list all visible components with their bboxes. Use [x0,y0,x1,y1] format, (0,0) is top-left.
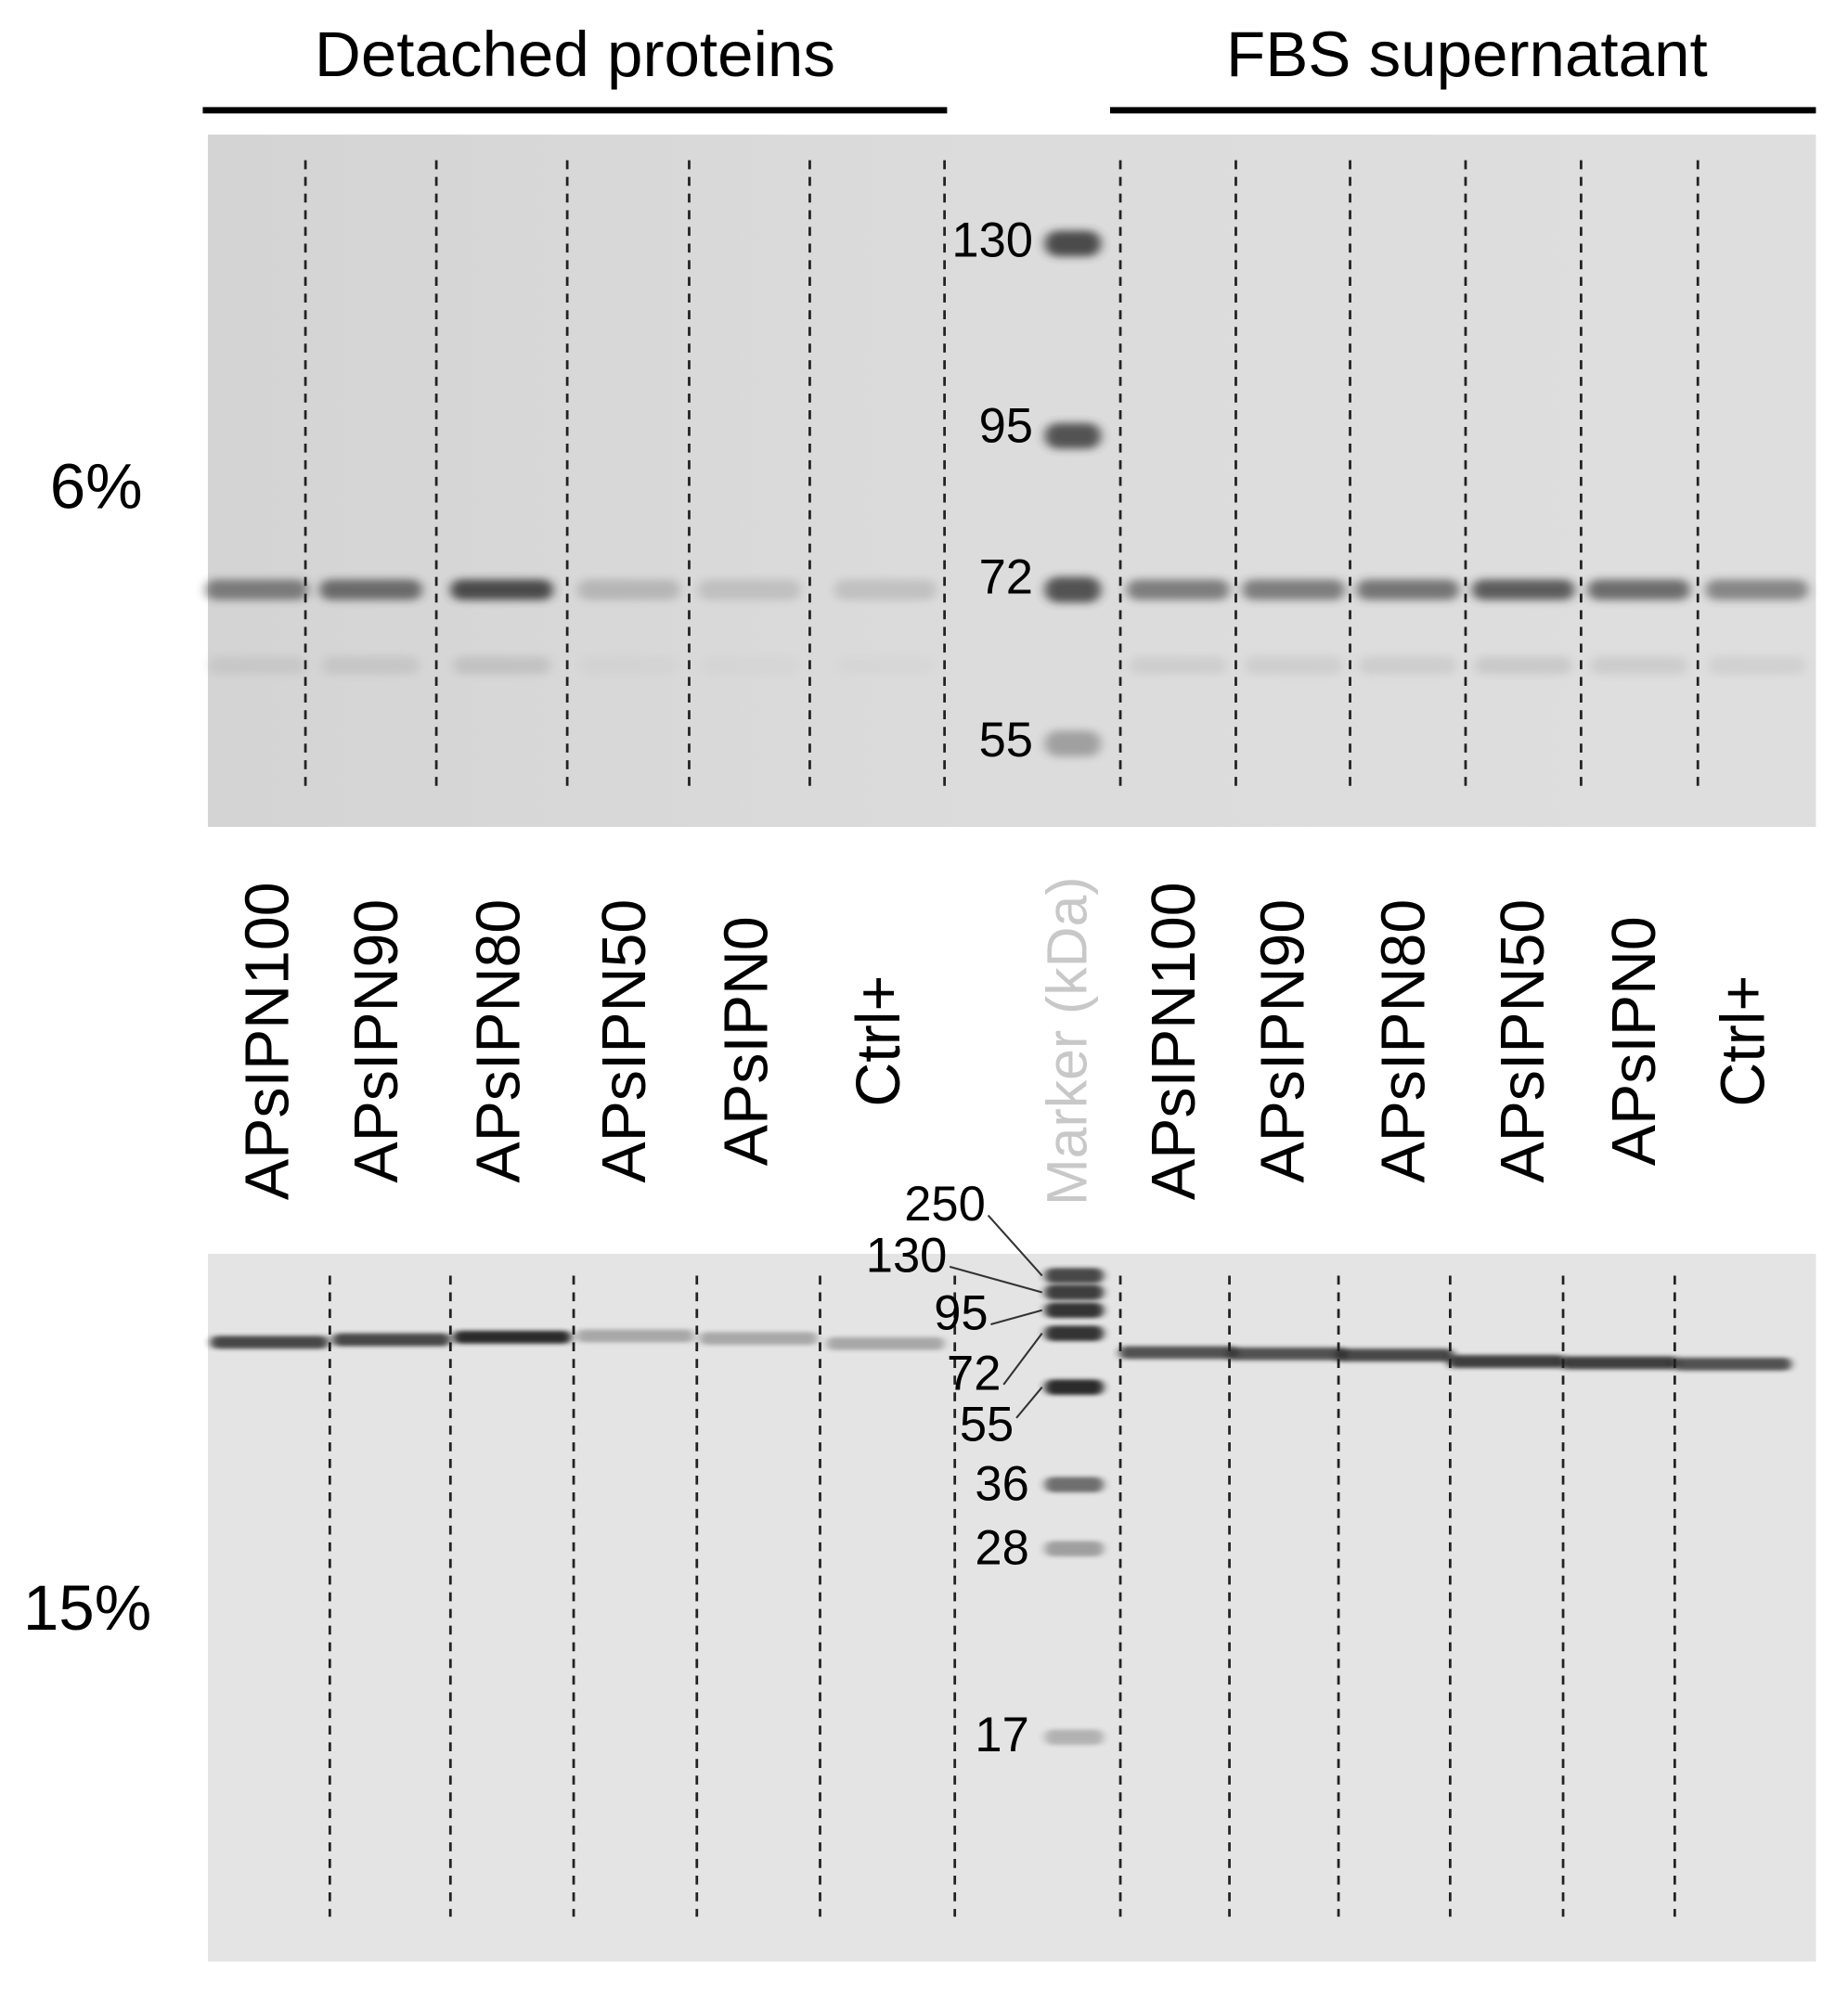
lane-label: APsIPN80 [1369,899,1438,1183]
marker-band [1044,1268,1105,1284]
band [322,656,420,675]
marker-band [1044,1325,1105,1341]
leader-line [1002,1333,1043,1386]
band [1245,656,1343,675]
gel-content [205,160,1809,1917]
marker-band [1044,1284,1105,1300]
marker-label: 72 [947,1347,1001,1401]
band [1359,656,1457,675]
band [210,1335,329,1349]
band [207,656,306,675]
marker-band [1044,730,1102,757]
marker-label: 130 [866,1228,948,1283]
band [1126,579,1230,600]
marker-band [1044,1379,1105,1395]
band [699,1332,818,1346]
band [1474,656,1572,675]
band [1336,1348,1454,1362]
marker-label: 130 [951,213,1033,267]
marker-label: 28 [975,1520,1028,1575]
labels: APsIPN100 APsIPN90 APsIPN80 APsIPN50 APsIPN0… [234,213,1778,1762]
gel-bottom [207,1254,1816,1962]
marker-band [1044,1541,1105,1557]
band [1560,1356,1679,1370]
group-title: Detached proteins [315,18,835,90]
marker-label: 95 [979,399,1033,454]
lane-label: APsIPN80 [464,899,533,1183]
band [1242,579,1346,600]
band [453,1330,572,1344]
band [1705,579,1809,600]
lane-label: Ctrl+ [1710,975,1778,1107]
band [1590,656,1688,675]
gel-label: 15% [23,1571,151,1644]
marker-band [1044,422,1102,449]
group-title: FBS supernatant [1226,18,1708,90]
marker-band [1044,1477,1105,1492]
band [834,579,937,600]
band [579,656,678,675]
band [1447,1355,1566,1368]
gel-top [207,135,1816,828]
lane-label: APsIPN50 [590,899,659,1183]
lane-label: APsIPN90 [1248,899,1317,1183]
lane-label: APsIPN50 [1489,899,1557,1183]
marker-lane-label: Marker (kDa) [1036,876,1099,1206]
marker-band [1044,230,1102,257]
band [1356,579,1460,600]
marker-band [1044,576,1102,603]
lane-label: APsIPN90 [342,899,411,1183]
band [577,579,680,600]
band [1471,579,1575,600]
band [698,579,801,600]
band [319,579,422,600]
leader-line [987,1214,1043,1277]
leader-line [949,1265,1042,1294]
marker-label: 95 [934,1286,988,1341]
band [1129,656,1227,675]
band [836,656,934,674]
marker-label: 55 [979,713,1033,768]
band [1587,579,1690,600]
band [453,656,551,675]
band [1673,1357,1792,1371]
band [701,656,798,674]
lane-label: Ctrl+ [845,975,913,1107]
marker-band [1044,1302,1105,1319]
band [332,1333,451,1347]
band [575,1329,695,1343]
lane-label: APsIPN0 [712,916,781,1166]
lane-label: APsIPN0 [1600,916,1669,1166]
lane-label: APsIPN100 [234,882,303,1200]
lane-label: APsIPN100 [1140,882,1208,1200]
marker-label: 250 [904,1177,986,1232]
marker-label: 17 [975,1708,1028,1762]
gel-label: 6% [50,449,143,522]
marker-label: 72 [979,550,1033,605]
band [1118,1346,1237,1360]
band [1708,656,1806,675]
leader-line [1015,1387,1043,1419]
band [826,1336,945,1350]
marker-label: 36 [975,1456,1028,1511]
leader-line [990,1309,1042,1325]
band [450,579,553,600]
marker-label: 55 [960,1398,1014,1452]
band [205,579,308,600]
marker-band [1044,1729,1105,1746]
band [1228,1347,1347,1361]
